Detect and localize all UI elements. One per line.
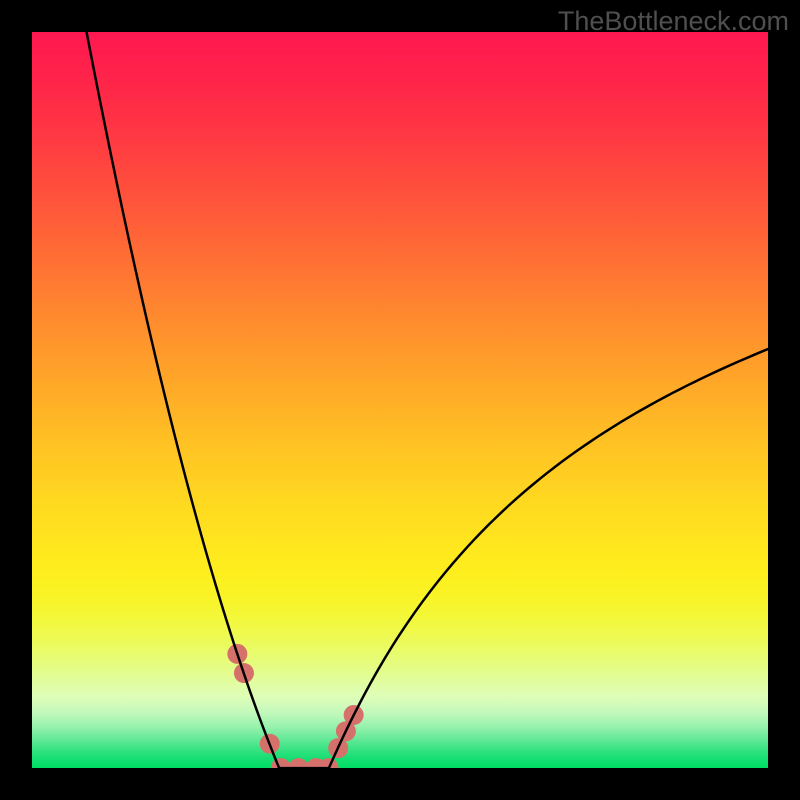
watermark-text: TheBottleneck.com [558, 6, 789, 37]
chart-plot-area [32, 32, 768, 768]
chart-svg [32, 32, 768, 768]
